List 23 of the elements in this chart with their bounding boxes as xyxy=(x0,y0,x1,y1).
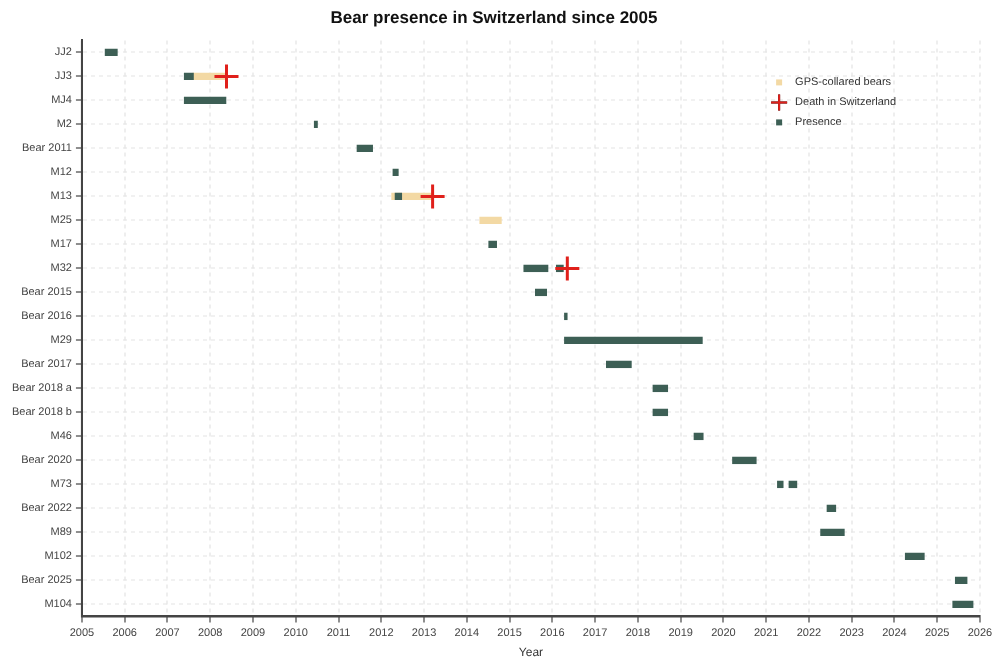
bar xyxy=(523,264,549,273)
bar xyxy=(392,168,399,177)
bar xyxy=(183,96,227,105)
bar xyxy=(104,48,118,57)
bar xyxy=(904,552,925,561)
bar xyxy=(394,192,403,201)
bar xyxy=(693,432,704,441)
bar xyxy=(820,528,845,537)
bar xyxy=(356,144,373,153)
chart-title: Bear presence in Switzerland since 2005 xyxy=(330,6,659,27)
bar xyxy=(732,456,757,465)
bar xyxy=(488,240,497,249)
bar xyxy=(535,288,548,297)
bar xyxy=(652,384,669,393)
bar xyxy=(606,360,632,369)
bar xyxy=(952,600,974,609)
bar xyxy=(826,504,837,513)
bar xyxy=(183,72,194,81)
bar xyxy=(652,408,669,417)
bar xyxy=(777,480,784,489)
bar xyxy=(479,216,502,225)
bar xyxy=(564,336,703,345)
bar xyxy=(954,576,968,585)
